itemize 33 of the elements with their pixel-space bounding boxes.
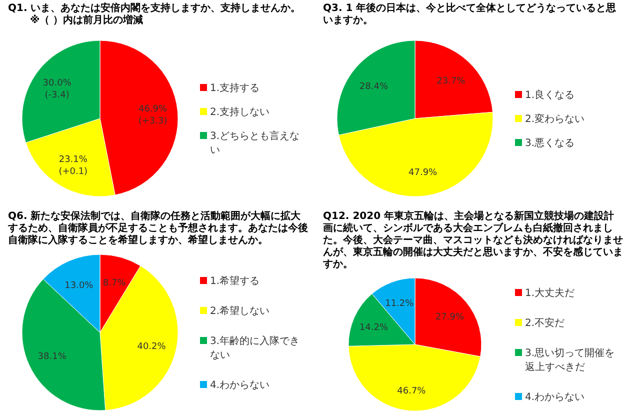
- legend-label: 1.良くなる: [525, 88, 575, 102]
- legend-label: 2.支持しない: [210, 106, 270, 118]
- chart-subtitle: ※（ ）内は前月比の増減: [29, 15, 144, 27]
- legend-label: 2.希望しない: [210, 304, 270, 318]
- chart-title: Q6. 新たな安保法制では、自衛隊の任務と活動範囲が大幅に拡大するため、自衛隊員が不足することも予想されます。あなたは今後自衛隊に入隊することを希望しますか、希望しませんか。: [8, 211, 308, 247]
- chart-title: Q3. 1 年後の日本は、今と比べて全体としてどうなっていると思いますか。: [323, 3, 618, 27]
- data-label: 46.7%: [397, 386, 426, 397]
- legend-label: 1.大丈夫だ: [525, 286, 575, 300]
- data-label: 38.1%: [38, 352, 67, 362]
- data-label: 47.9%: [408, 168, 438, 178]
- chart-title: Q12. 2020 年東京五輪は、主会場となる新国立競技場の建設計画に続いて、シンボルである大会エンブレムも白紙撤回されました。今後、大会テーマ曲、マスコットなども決めなければなりませんが、東京五輪の開催は大丈夫だと思いますか、不安を感じていますか。: [323, 211, 623, 271]
- legend-label: 3.思い切って開催を返上すべきだ: [525, 346, 616, 374]
- data-label: 40.2%: [137, 342, 166, 352]
- data-label: 11.2%: [385, 299, 414, 310]
- legend-label: 4.わからない: [525, 390, 585, 404]
- data-label: 14.2%: [359, 323, 388, 334]
- data-label: 30.0% (-3.4): [42, 78, 72, 100]
- legend-label: 2.不安だ: [525, 316, 565, 330]
- legend-label: 1.支持する: [210, 82, 260, 94]
- data-label: 23.7%: [436, 76, 466, 86]
- data-label: 46.9% (+3.3): [138, 104, 168, 126]
- legend-label: 3.悪くなる: [525, 136, 575, 150]
- data-label: 23.1% (+0.1): [58, 155, 88, 178]
- data-label: 27.9%: [435, 312, 464, 323]
- data-label: 8.7%: [102, 278, 126, 288]
- data-label: 28.4%: [359, 82, 388, 92]
- legend-label: 2.変わらない: [525, 112, 585, 126]
- legend-label: 3.年齢的に入隊できない: [210, 334, 301, 362]
- legend-label: 1.希望する: [210, 274, 260, 288]
- legend-label: 4.わからない: [210, 378, 270, 392]
- data-label: 13.0%: [64, 280, 94, 291]
- legend-label: 3.どちらとも言えない: [210, 130, 301, 156]
- chart-title: Q1. いま、あなたは安倍内閣を支持しますか、支持しませんか。: [8, 3, 302, 14]
